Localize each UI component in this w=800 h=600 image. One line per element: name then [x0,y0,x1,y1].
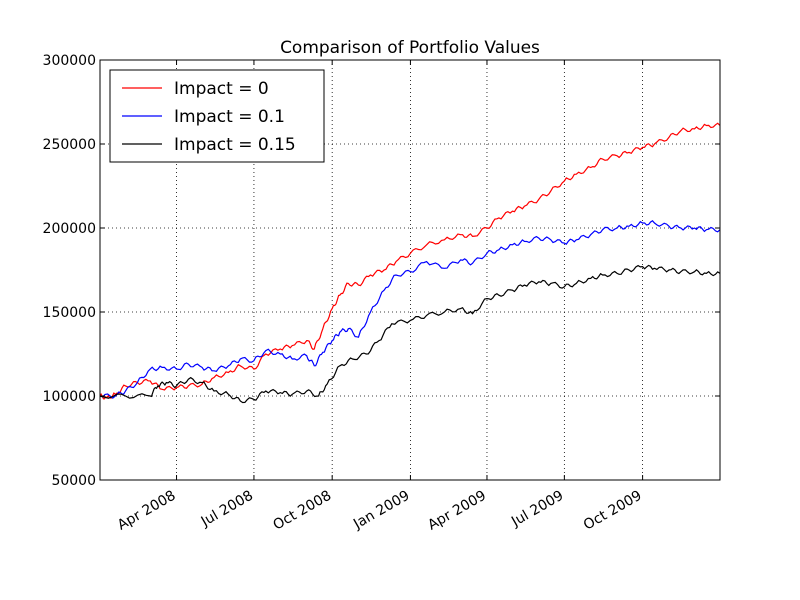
y-tick-label: 100000 [43,389,96,405]
x-tick-label: Oct 2009 [581,488,645,534]
series-line-1 [99,220,721,399]
chart-title: Comparison of Portfolio Values [280,38,540,58]
x-tick-label: Jul 2009 [508,488,566,531]
series-line-0 [99,122,721,400]
y-tick-label: 150000 [43,305,96,321]
legend-label-1: Impact = 0.1 [174,107,285,127]
y-tick-label: 300000 [43,53,96,69]
series-layer [99,122,721,404]
legend: Impact = 0 Impact = 0.1 Impact = 0.15 [109,69,325,163]
x-tick-label: Apr 2009 [425,488,489,534]
series-line-2 [99,264,721,404]
x-tick-label: Apr 2008 [115,488,179,534]
y-tick-label: 200000 [43,221,96,237]
legend-label-2: Impact = 0.15 [174,135,296,155]
plot-frame [99,59,721,481]
y-tick-label: 50000 [51,473,96,489]
x-tick-label: Jan 2009 [350,488,412,533]
x-tick-label: Oct 2008 [270,488,334,534]
y-tick-label: 250000 [43,137,96,153]
legend-label-0: Impact = 0 [174,79,269,99]
x-tick-label: Jul 2008 [198,488,256,531]
